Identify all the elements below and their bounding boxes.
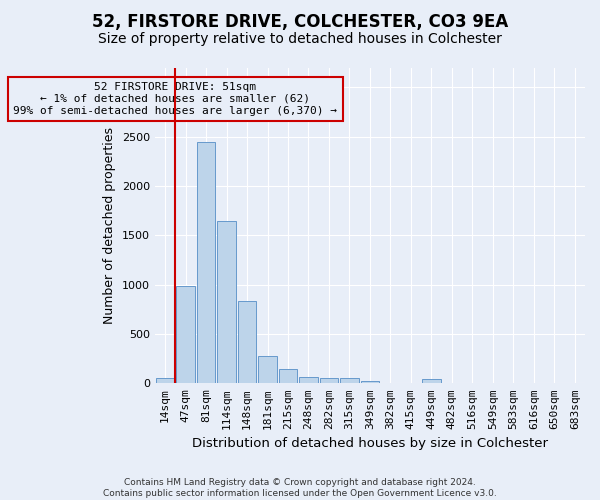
Y-axis label: Number of detached properties: Number of detached properties xyxy=(103,127,116,324)
Bar xyxy=(320,378,338,384)
Bar xyxy=(197,142,215,384)
Text: 52, FIRSTORE DRIVE, COLCHESTER, CO3 9EA: 52, FIRSTORE DRIVE, COLCHESTER, CO3 9EA xyxy=(92,12,508,30)
Bar xyxy=(238,302,256,384)
Bar xyxy=(258,356,277,384)
Bar xyxy=(340,378,359,384)
Text: Contains HM Land Registry data © Crown copyright and database right 2024.
Contai: Contains HM Land Registry data © Crown c… xyxy=(103,478,497,498)
Bar xyxy=(176,286,195,384)
Bar xyxy=(422,380,440,384)
Bar xyxy=(279,369,297,384)
X-axis label: Distribution of detached houses by size in Colchester: Distribution of detached houses by size … xyxy=(192,437,548,450)
Text: Size of property relative to detached houses in Colchester: Size of property relative to detached ho… xyxy=(98,32,502,46)
Bar xyxy=(361,381,379,384)
Bar xyxy=(299,378,317,384)
Bar xyxy=(217,222,236,384)
Bar xyxy=(156,378,175,384)
Text: 52 FIRSTORE DRIVE: 51sqm
← 1% of detached houses are smaller (62)
99% of semi-de: 52 FIRSTORE DRIVE: 51sqm ← 1% of detache… xyxy=(13,82,337,116)
